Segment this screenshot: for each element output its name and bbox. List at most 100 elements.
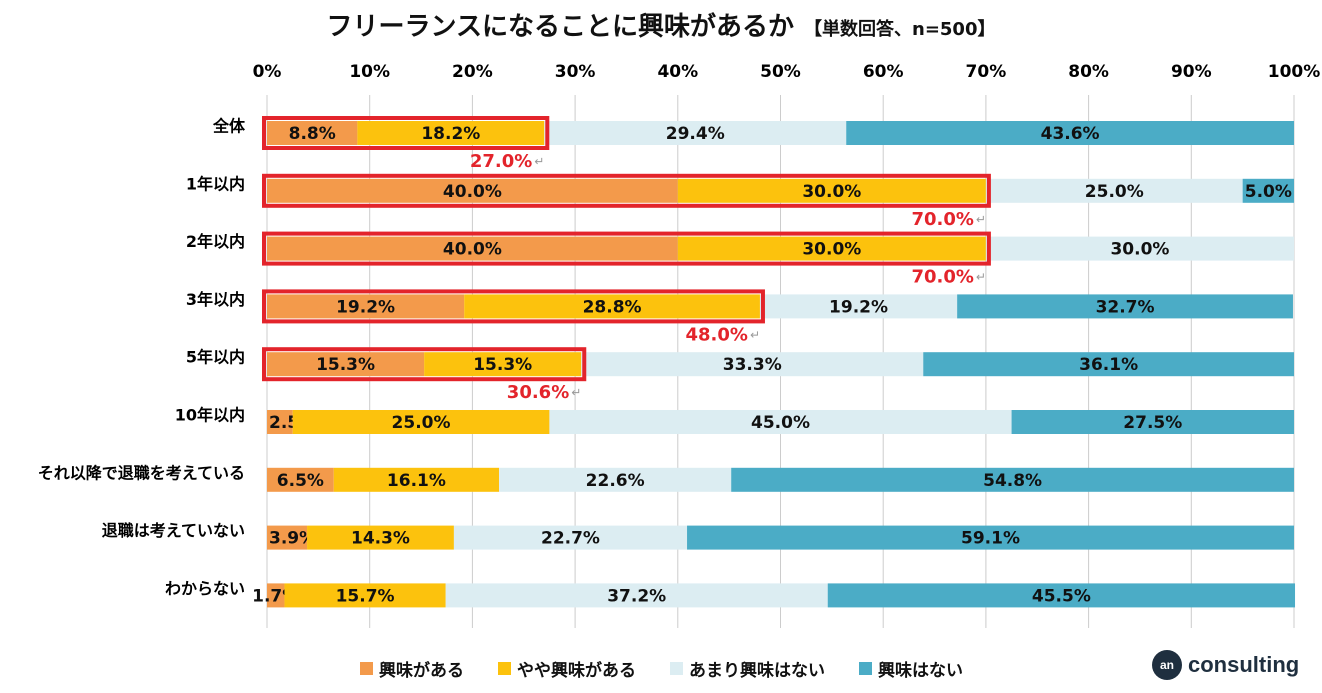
bar-segment (1242, 178, 1294, 203)
bar-segment (333, 467, 500, 492)
x-tick-label: 0% (253, 62, 282, 82)
x-tick-label: 70% (966, 62, 1007, 82)
data-label: 30.0% (1110, 240, 1169, 260)
logo-mark-icon: an (1152, 650, 1182, 680)
return-mark-icon: ↵ (750, 328, 760, 342)
data-label: 36.1% (1079, 355, 1138, 375)
bar-segment (923, 352, 1294, 377)
highlight-total-label: 30.6% (507, 382, 569, 403)
data-label: 15.7% (336, 586, 395, 606)
legend-label-not: 興味はない (878, 661, 963, 681)
stacked-bar-chart: 0% 10% 20% 30% 40% 50% 60% 70% 80% 90% 100% 全体 8.8% 1… (38, 62, 1321, 628)
bar-segment (267, 352, 425, 377)
highlight-box (262, 289, 765, 324)
highlight-box (262, 116, 550, 150)
data-label: 22.7% (541, 529, 600, 549)
bar-segment (677, 236, 986, 261)
x-tick-label: 20% (452, 62, 493, 82)
data-label: 15.3% (316, 355, 375, 375)
category-label: わからない (165, 579, 245, 598)
chart-subtitle: 【単数回答、n=500】 (804, 19, 996, 40)
chart-title: フリーランスになることに興味があるか 【単数回答、n=500】 (0, 6, 1322, 43)
bar-segment (544, 121, 847, 145)
bar-segment (985, 178, 1243, 203)
return-mark-icon: ↵ (976, 212, 986, 226)
highlight-box (262, 173, 991, 208)
legend-swatch-somewhat (498, 662, 511, 675)
legend-label-interested: 興味がある (379, 661, 464, 681)
category-label: 2年以内 (186, 232, 245, 251)
category-label: 1年以内 (186, 174, 245, 193)
data-label: 30.0% (802, 182, 861, 202)
company-logo: an consulting (1152, 650, 1299, 680)
bar-segment (357, 121, 545, 145)
highlight-box (262, 231, 991, 266)
legend-item-not: 興味はない (859, 656, 963, 681)
category-label: それ以降で退職を考えている (38, 463, 245, 482)
x-tick-label: 10% (349, 62, 390, 82)
data-label: 40.0% (443, 182, 502, 202)
data-label: 59.1% (961, 529, 1020, 549)
highlight-total-label: 70.0% (911, 209, 973, 230)
logo-text: consulting (1188, 652, 1300, 677)
data-label: 14.3% (351, 529, 410, 549)
bar-segment (957, 294, 1293, 319)
x-tick-label: 90% (1171, 62, 1212, 82)
bar-segment (1011, 410, 1294, 434)
bar-segment (549, 410, 1012, 434)
x-tick-label: 100% (1268, 62, 1321, 82)
data-label: 25.0% (392, 413, 451, 433)
bar-segment (445, 583, 828, 608)
data-label: 40.0% (443, 240, 502, 260)
bar-segment (985, 236, 1294, 261)
legend-item-somewhat: やや興味がある (498, 656, 636, 681)
return-mark-icon: ↵ (976, 270, 986, 284)
bar-segment (267, 294, 465, 319)
data-label: 33.3% (723, 355, 782, 375)
bar-segment (267, 178, 678, 203)
bar-segment (267, 583, 285, 608)
bar-segment (687, 525, 1294, 550)
legend-label-somewhat: やや興味がある (517, 661, 636, 681)
data-label: 3.9% (269, 529, 316, 549)
bar-segment (759, 294, 958, 319)
bar-segment (731, 467, 1294, 492)
legend-swatch-interested (360, 662, 373, 675)
x-tick-label: 80% (1068, 62, 1109, 82)
data-label: 15.3% (473, 355, 532, 375)
category-label: 退職は考えていない (102, 521, 245, 540)
legend-item-interested: 興味がある (360, 656, 464, 681)
data-label: 8.8% (289, 124, 336, 144)
x-tick-label: 40% (657, 62, 698, 82)
legend-label-not-very: あまり興味はない (689, 661, 825, 681)
x-tick-label: 50% (760, 62, 801, 82)
data-label: 43.6% (1041, 124, 1100, 144)
data-label: 45.0% (751, 413, 810, 433)
data-label: 45.5% (1032, 586, 1091, 606)
bar-segment (284, 583, 446, 608)
bar-segment (827, 583, 1296, 608)
legend-swatch-not-very (670, 662, 683, 675)
bar-segment (846, 121, 1294, 145)
bar-segment (292, 410, 550, 434)
bar-segment (307, 525, 454, 550)
bar-segment (267, 410, 293, 434)
highlight-total-label: 48.0% (686, 324, 748, 345)
data-label: 54.8% (983, 471, 1042, 491)
category-label: 10年以内 (175, 406, 245, 425)
return-mark-icon: ↵ (571, 386, 581, 400)
bar-segment (677, 178, 986, 203)
data-label: 6.5% (277, 471, 324, 491)
data-label: 32.7% (1096, 297, 1155, 317)
data-label: 27.5% (1123, 413, 1182, 433)
data-label: 5.0% (1245, 182, 1292, 202)
bar-segment (464, 294, 760, 319)
highlight-total-label: 70.0% (911, 267, 973, 288)
return-mark-icon: ↵ (534, 155, 544, 169)
data-label: 28.8% (583, 297, 642, 317)
data-label: 30.0% (802, 240, 861, 260)
data-label: 19.2% (829, 297, 888, 317)
x-tick-label: 30% (555, 62, 596, 82)
legend: 興味がある やや興味がある あまり興味はない 興味はない (360, 656, 963, 681)
category-label: 5年以内 (186, 348, 245, 367)
